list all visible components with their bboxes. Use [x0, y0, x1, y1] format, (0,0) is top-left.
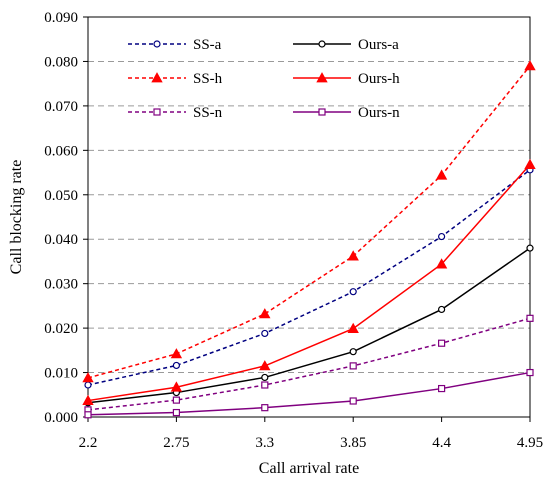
series-line-ours-h [87, 164, 531, 402]
y-axis-ticks: 0.000 0.010 0.020 0.030 0.040 0.050 0.060 0.070… [44, 10, 88, 426]
x-tick-label: 3.3 [255, 435, 274, 451]
data-point-ss-n [526, 314, 534, 322]
legend-label: SS-n [193, 105, 223, 121]
data-point-ss-h [259, 308, 271, 319]
legend-swatch-marker [318, 108, 326, 116]
data-point-ours-a [526, 244, 534, 252]
data-point-ours-h [259, 360, 271, 371]
y-tick-label: 0.080 [44, 54, 78, 70]
legend-item-ours-a: Ours-a [293, 37, 399, 53]
plot-frame [87, 16, 531, 418]
data-point-ss-h [524, 60, 536, 71]
series-ss-n [84, 314, 534, 414]
series-line-ours-a [87, 247, 531, 404]
legend-swatch-marker [153, 40, 161, 48]
data-point-ours-n [526, 368, 534, 377]
legend-item-ours-n: Ours-n [293, 105, 400, 121]
legend-item-ours-h: Ours-h [293, 71, 400, 87]
axes [87, 16, 531, 418]
legend-item-ss-n: SS-n [128, 105, 223, 121]
data-point-ss-a [172, 361, 180, 370]
x-axis-ticks: 2.2 2.75 3.3 3.85 4.4 4.95 [79, 417, 543, 451]
data-point-ours-n [349, 397, 357, 405]
data-point-ss-a [84, 381, 92, 389]
x-tick-label: 3.85 [340, 435, 366, 451]
y-tick-label: 0.090 [44, 10, 78, 26]
x-tick-label: 4.4 [432, 435, 451, 451]
legend-label: Ours-n [358, 105, 400, 121]
gridlines [88, 60, 530, 374]
plot-area [88, 17, 530, 417]
series-ours-h [82, 158, 536, 405]
data-point-ss-h [347, 250, 359, 261]
y-axis-title: Call blocking rate [8, 160, 25, 275]
legend-item-ss-h: SS-h [128, 71, 223, 87]
data-point-ours-a [438, 305, 446, 314]
data-point-ours-h [435, 258, 448, 269]
data-point-ours-h [82, 394, 94, 405]
y-tick-label: 0.050 [44, 188, 78, 204]
legend-item-ss-a: SS-a [128, 37, 222, 53]
data-point-ss-a [438, 232, 446, 241]
data-point-ours-n [172, 408, 180, 417]
legend-label: SS-a [193, 37, 222, 53]
x-tick-label: 2.75 [163, 435, 189, 451]
series-line-ours-n [87, 371, 531, 416]
y-tick-label: 0.060 [44, 143, 78, 159]
y-tick-label: 0.010 [44, 366, 78, 382]
data-point-ss-n [172, 396, 180, 404]
legend-swatch-marker [151, 72, 163, 83]
x-tick-label: 4.95 [517, 435, 543, 451]
data-point-ours-a [261, 373, 269, 382]
data-point-ss-n [261, 381, 269, 389]
legend-swatch-marker [316, 72, 328, 83]
data-point-ss-h [170, 348, 183, 359]
data-point-ours-h [524, 158, 536, 169]
data-point-ours-h [347, 322, 359, 333]
data-point-ours-n [438, 384, 446, 393]
series-ss-h [82, 60, 536, 383]
data-point-ours-n [84, 411, 92, 419]
y-tick-label: 0.000 [44, 410, 78, 426]
legend-swatch-marker [153, 108, 161, 116]
series-group [82, 60, 536, 419]
x-tick-label: 2.2 [79, 435, 98, 451]
data-point-ours-n [261, 404, 269, 412]
y-tick-label: 0.020 [44, 321, 78, 337]
legend-swatch-marker [318, 40, 326, 48]
data-point-ss-a [261, 329, 269, 338]
data-point-ours-h [170, 381, 183, 392]
y-tick-label: 0.070 [44, 99, 78, 115]
legend-label: SS-h [193, 71, 223, 87]
data-point-ss-a [349, 288, 357, 296]
data-point-ours-a [349, 348, 357, 356]
data-point-ss-n [438, 339, 446, 347]
data-point-ss-h [435, 169, 448, 180]
legend-label: Ours-h [358, 71, 400, 87]
legend: SS-a Ours-a SS-h Ours-h SS-n Ours-n [128, 37, 400, 121]
data-point-ss-h [82, 372, 94, 383]
series-line-ss-a [87, 169, 531, 386]
y-tick-label: 0.030 [44, 277, 78, 293]
data-point-ss-n [349, 362, 357, 370]
y-tick-label: 0.040 [44, 232, 78, 248]
series-ours-n [84, 368, 534, 419]
x-axis-title: Call arrival rate [259, 460, 359, 477]
legend-label: Ours-a [358, 37, 399, 53]
series-line-ss-h [87, 65, 531, 379]
